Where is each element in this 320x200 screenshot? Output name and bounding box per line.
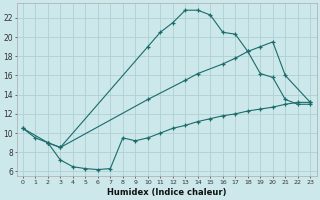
X-axis label: Humidex (Indice chaleur): Humidex (Indice chaleur) xyxy=(107,188,226,197)
